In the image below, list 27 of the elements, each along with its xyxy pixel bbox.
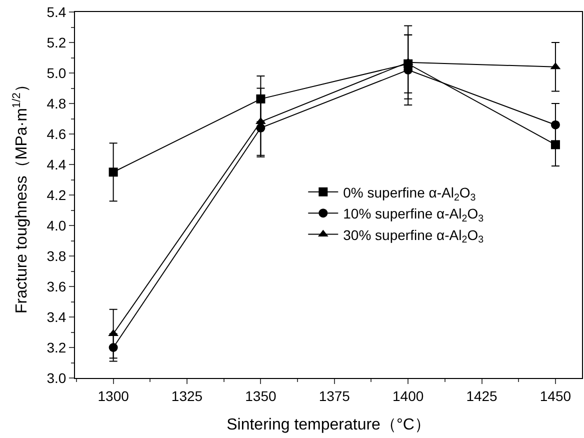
x-tick-label: 1375 xyxy=(318,388,350,404)
y-tick-label: 3.4 xyxy=(46,308,66,325)
x-tick-label: 1450 xyxy=(540,388,572,404)
point xyxy=(256,117,266,124)
y-tick-label: 5.2 xyxy=(46,34,66,50)
legend-label: 30% superfine α-Al$_{2}$O$_{3}$ xyxy=(343,226,484,246)
x-tick-label: 1400 xyxy=(392,388,424,404)
y-tick-label: 3.6 xyxy=(46,278,66,294)
y-tick-label: 4.8 xyxy=(46,95,66,112)
y-tick-label: 3.2 xyxy=(46,339,66,356)
x-tick-label: 1325 xyxy=(171,388,203,404)
point xyxy=(550,120,560,130)
y-tick-label: 3.8 xyxy=(46,248,66,264)
legend-label: 0% superfine α-Al$_{2}$O$_{3}$ xyxy=(343,184,476,204)
y-tick-label: 5.4 xyxy=(46,4,66,20)
y-tick-label: 4.4 xyxy=(46,156,66,172)
y-tick-label: 3.0 xyxy=(46,370,66,386)
x-tick-label: 1300 xyxy=(98,388,130,404)
x-axis-title: Sintering temperature（°C） xyxy=(226,416,430,434)
y-tick-label: 4.6 xyxy=(46,126,66,142)
x-tick-label: 1350 xyxy=(245,388,276,404)
legend-label: 10% superfine α-Al$_{2}$O$_{3}$ xyxy=(343,206,484,224)
y-tick-label: 4.0 xyxy=(46,217,66,234)
y-tick-label: 5.0 xyxy=(46,64,66,81)
y-tick-label: 4.2 xyxy=(46,186,66,203)
x-tick-label: 1425 xyxy=(466,388,498,404)
point xyxy=(108,168,118,177)
